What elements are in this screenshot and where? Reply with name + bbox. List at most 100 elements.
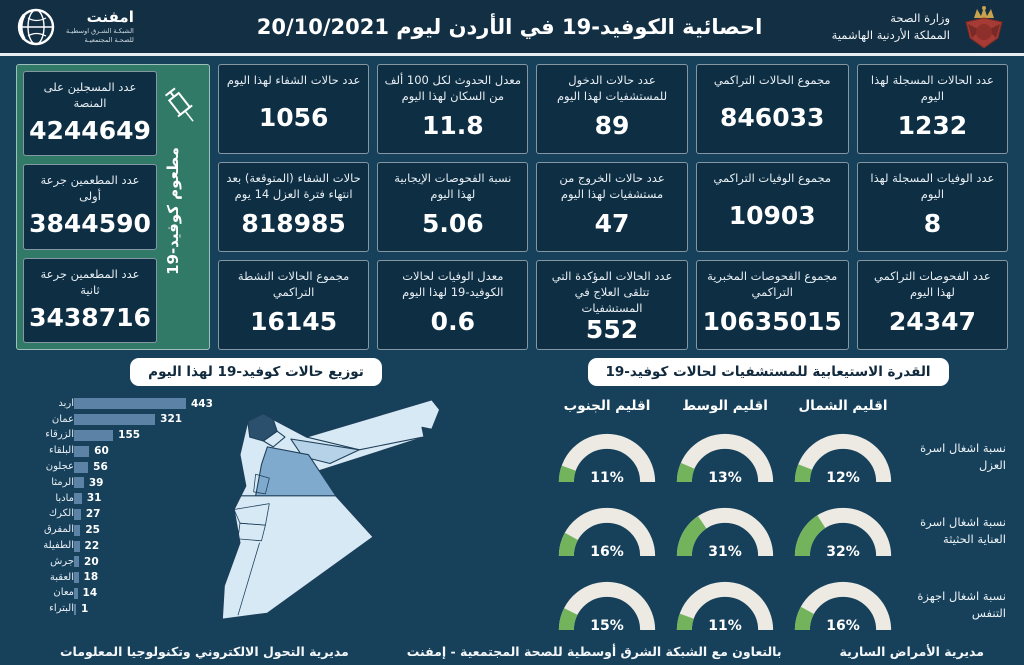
stat-card-value: 16145 [250, 307, 338, 337]
bar [74, 445, 90, 457]
gauge-column-header: اقليم الوسط [682, 398, 768, 414]
stat-card-value: 47 [594, 209, 630, 239]
footer-center: بالتعاون مع الشبكة الشرق أوسطية للصحة ال… [406, 643, 782, 659]
stat-card-value: 5.06 [421, 209, 484, 239]
bar-category-label: الرمثا [51, 476, 74, 488]
footer: مديرية الأمراض السارية بالتعاون مع الشبك… [0, 638, 1024, 665]
stat-card: مجموع الوفيات التراكمي 10903 [695, 162, 849, 252]
stat-card: مجموع الحالات التراكمي 846033 [695, 64, 849, 154]
bar-row: معان 14 [22, 586, 322, 602]
stat-card: عدد الوفيات المسجلة لهذا اليوم 8 [856, 162, 1008, 252]
bar [74, 398, 186, 410]
gauge: 11% [548, 416, 666, 490]
bar-value-label: 31 [86, 492, 102, 505]
gauge: 31% [666, 490, 784, 564]
gauge-value: 32% [826, 544, 860, 560]
stat-card: حالات الشفاء (المتوقعة) بعد انتهاء فترة … [218, 162, 370, 252]
stat-card-value: 24347 [888, 307, 976, 337]
gauge: 13% [666, 416, 784, 490]
bar-category-label: عمان [51, 413, 74, 425]
bottom-section: اقليم الشمال اقليم الوسط اقليم الجنوب نسبة … [0, 386, 1024, 638]
bar-value-label: 60 [94, 445, 109, 458]
bar [74, 493, 82, 505]
stat-card-value: 89 [594, 111, 630, 141]
stat-card-label: معدل الوفيات لحالات الكوفيد-19 لهذا اليو… [402, 269, 504, 300]
stat-card: معدل الحدوث لكل 100 ألف من السكان لهذا ا… [377, 64, 529, 154]
capacity-title: القدرة الاستيعابية للمستشفيات لحالات كوف… [587, 358, 949, 386]
bar-row: عمان 321 [22, 412, 322, 428]
bar-category-label: العقبة [49, 571, 74, 583]
gauge-arc-icon [558, 507, 656, 557]
stat-card-label: عدد حالات الدخول للمستشفيات لهذا اليوم [556, 73, 668, 104]
gauge: 11% [666, 564, 784, 638]
gauge-value: 31% [708, 544, 742, 560]
bar-row: عجلون 56 [22, 459, 322, 475]
stat-card-label: عدد حالات الشفاء لهذا اليوم [226, 73, 361, 87]
bar-row: الكرك 27 [22, 507, 322, 523]
bar-row: البتراء 1 [22, 601, 322, 617]
header: وزارة الصحة المملكة الأردنية الهاشمية اح… [0, 0, 1024, 56]
gauge: 16% [784, 564, 902, 638]
gauge-arc-icon [676, 433, 774, 483]
gauge-value: 13% [708, 470, 742, 486]
bar-value-label: 56 [93, 460, 108, 473]
bar-category-label: البلقاء [49, 445, 74, 457]
bar-row: البلقاء 60 [22, 443, 322, 459]
bar-category-label: الطفيلة [43, 540, 74, 552]
stat-card-label: عدد الوفيات المسجلة لهذا اليوم [870, 171, 995, 202]
bar [74, 556, 80, 568]
bar-category-label: الكرك [48, 508, 74, 520]
bar-row: الطفيلة 22 [22, 538, 322, 554]
vaccination-card-label: عدد المسجلين على المنصة [43, 80, 137, 111]
bar-value-label: 443 [191, 397, 213, 410]
bar-row: الزرقاء 155 [22, 428, 322, 444]
gauge: 12% [784, 416, 902, 490]
gauge-arc-icon [558, 581, 656, 631]
gauge-value: 11% [708, 618, 742, 634]
stat-card: نسبة الفحوصات الإيجابية لهذا اليوم 5.06 [377, 162, 529, 252]
bar-category-label: البتراء [49, 603, 74, 615]
bar-category-label: اربد [58, 397, 74, 409]
footer-right: مديرية الأمراض السارية [839, 643, 984, 659]
bar-value-label: 321 [160, 413, 183, 426]
gauge: 16% [548, 490, 666, 564]
stat-card-label: عدد الحالات المؤكدة التي تتلقى العلاج في… [551, 269, 673, 316]
gauge-grid: اقليم الشمال اقليم الوسط اقليم الجنوب نسبة … [536, 388, 1006, 638]
bar-category-label: الزرقاء [45, 429, 74, 441]
ministry-line1: وزارة الصحة [890, 10, 950, 25]
distribution-title: توزيع حالات كوفيد-19 لهذا اليوم [130, 358, 382, 386]
ministry-line2: المملكة الأردنية الهاشمية [831, 27, 950, 42]
stat-card: مجموع الحالات النشطة التراكمي 16145 [218, 260, 370, 350]
stat-card: عدد الفحوصات التراكمي لهذا اليوم 24347 [856, 260, 1008, 350]
footer-left: مديرية التحول الالكتروني وتكنولوجيا المع… [60, 643, 349, 659]
bar-row: الرمثا 39 [22, 475, 322, 491]
emphnet-sub2: للصحـة المجتمعيـة [84, 35, 134, 44]
gauge-arc-icon [676, 581, 774, 631]
stat-card-value: 846033 [720, 103, 825, 133]
stat-card-label: حالات الشفاء (المتوقعة) بعد انتهاء فترة … [226, 171, 361, 202]
bar [74, 587, 78, 599]
bar [74, 540, 80, 552]
vaccination-card-label: عدد المطعمين جرعة أولى [40, 173, 140, 204]
stat-card-label: عدد الحالات المسجلة لهذا اليوم [870, 73, 994, 104]
page-title: احصائية الكوفيد-19 في الأردن ليوم 20/10/… [256, 14, 763, 39]
vaccination-card-label: عدد المطعمين جرعة ثانية [40, 266, 140, 297]
bar-value-label: 25 [85, 524, 100, 537]
gauge-column-header: اقليم الشمال [798, 398, 888, 414]
bar-category-label: معان [53, 587, 74, 599]
bar-value-label: 14 [82, 587, 98, 600]
vaccination-cards: عدد المسجلين على المنصة 4244649 عدد المطعم… [23, 71, 157, 343]
stat-card-value: 8 [923, 209, 942, 239]
stat-card-label: نسبة الفحوصات الإيجابية لهذا اليوم [394, 171, 512, 202]
vaccination-panel: عدد المسجلين على المنصة 4244649 عدد المطعم… [16, 64, 210, 350]
gauge-arc-icon [558, 433, 656, 483]
stat-card: عدد الحالات المؤكدة التي تتلقى العلاج في… [536, 260, 688, 350]
stat-card: معدل الوفيات لحالات الكوفيد-19 لهذا اليو… [377, 260, 529, 350]
stat-card-value: 1056 [258, 103, 329, 133]
vaccination-card-value: 3438716 [29, 302, 151, 332]
bar-category-label: جرش [50, 555, 74, 567]
emphnet-logo: امفنت الشبكـة الشـرق اوسطيـة للصحـة المج… [14, 5, 239, 49]
stat-card: عدد حالات الشفاء لهذا اليوم 1056 [218, 64, 370, 154]
covid-distribution-bar-chart: اربد 443 عمان 321 الزرقاء 155 البلقاء 60 عجلون 56… [22, 396, 322, 617]
